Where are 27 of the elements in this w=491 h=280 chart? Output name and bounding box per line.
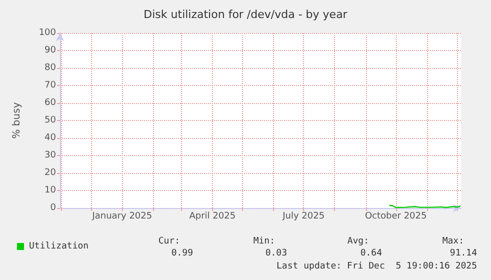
text: 0.03 <box>265 248 288 258</box>
text: Max: <box>442 236 464 246</box>
x-tick-label: July 2025 <box>282 212 325 222</box>
x-tick-label: October 2025 <box>364 212 427 222</box>
x-tick-label: January 2025 <box>91 212 152 222</box>
y-tick-label: 40 <box>44 133 56 143</box>
y-tick-label: 30 <box>44 150 56 160</box>
text: Avg: <box>347 236 370 246</box>
text: 0.64 <box>360 248 382 258</box>
chart-title: Disk utilization for /dev/vda - by year <box>144 8 348 21</box>
y-tick-label: 80 <box>44 63 56 73</box>
y-tick-label: 10 <box>44 186 56 196</box>
text: 0.99 <box>171 248 194 258</box>
text: Last update: Fri Dec 5 19:00:16 2025 <box>276 262 477 272</box>
text: Min: <box>253 236 276 246</box>
y-tick-label: 90 <box>44 46 56 56</box>
y-tick-label: 100 <box>38 28 56 38</box>
y-tick-label: 70 <box>44 80 56 90</box>
text: Cur: <box>158 236 180 246</box>
y-tick-label: 60 <box>44 98 56 108</box>
y-axis-title: % busy <box>12 102 22 139</box>
y-tick-label: 50 <box>44 116 56 126</box>
x-tick-label: April 2025 <box>189 212 236 222</box>
y-tick-label: 20 <box>44 168 56 178</box>
text: 91.14 <box>450 248 477 258</box>
y-tick-label: 0 <box>50 203 56 213</box>
legend-label: Utilization <box>29 242 89 252</box>
